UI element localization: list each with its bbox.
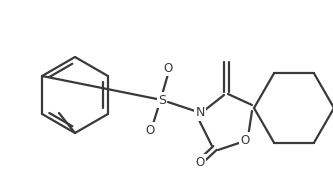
Text: O: O bbox=[195, 155, 204, 169]
Text: O: O bbox=[240, 134, 250, 146]
Text: S: S bbox=[158, 93, 166, 107]
Text: N: N bbox=[195, 107, 205, 119]
Text: O: O bbox=[146, 123, 155, 137]
Text: O: O bbox=[164, 61, 172, 75]
